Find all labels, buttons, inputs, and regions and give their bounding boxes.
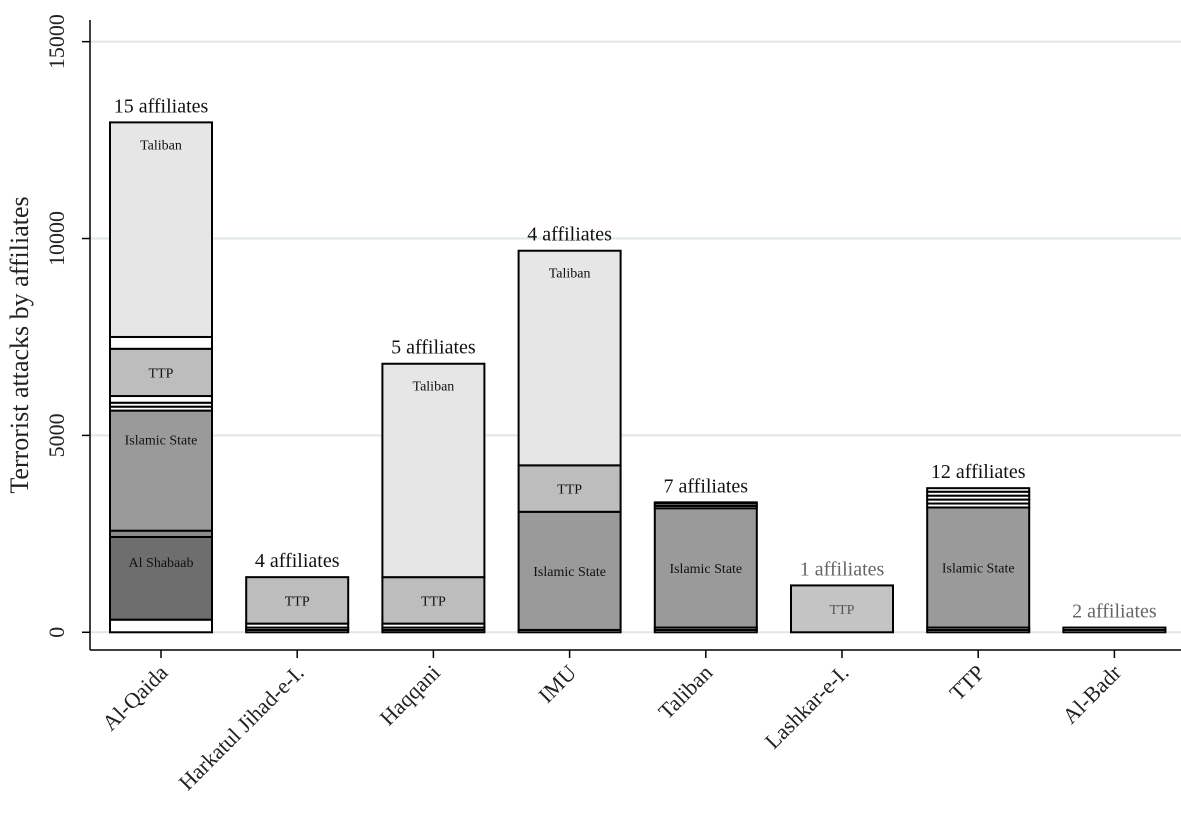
x-tick-label: Al-Qaida — [97, 660, 173, 736]
x-tick-label: Al-Badr — [1057, 659, 1126, 728]
x-tick-label: Haqqani — [375, 660, 445, 730]
bar-segment — [517, 464, 622, 513]
x-tick-label: Harkatul Jihad-e-I. — [174, 660, 309, 795]
segment-label: Taliban — [140, 138, 182, 153]
bar-segment — [109, 618, 213, 634]
bar-segment — [109, 121, 213, 338]
bar-segment — [109, 409, 213, 532]
bar-segment — [109, 335, 213, 350]
affiliate-count-label: 12 affiliates — [931, 461, 1026, 483]
segment-label: Islamic State — [533, 565, 606, 580]
y-tick-label: 0 — [44, 627, 69, 638]
affiliate-count-label: 2 affiliates — [1072, 601, 1157, 623]
bar-stack — [245, 576, 350, 634]
segment-label: Islamic State — [125, 434, 198, 449]
bar-segment — [381, 362, 486, 579]
bar-segment — [926, 487, 1031, 493]
segment-label: Islamic State — [942, 562, 1015, 577]
affiliate-count-label: 5 affiliates — [391, 337, 476, 359]
bar-segment — [381, 576, 486, 625]
bar-stack — [109, 121, 213, 634]
bar-segment — [653, 507, 758, 629]
segment-label: Taliban — [413, 380, 455, 395]
bar-stack — [790, 584, 894, 634]
y-tick-label: 15000 — [44, 14, 69, 69]
x-tick-label: Taliban — [653, 660, 717, 724]
y-axis-title: Terrorist attacks by affiliates — [5, 196, 34, 493]
bar-segment — [109, 535, 213, 621]
bar-segment — [517, 510, 622, 631]
bar-segment — [517, 249, 622, 467]
bar-segment — [245, 576, 350, 625]
y-tick-label: 5000 — [44, 413, 69, 457]
y-tick-label: 10000 — [44, 211, 69, 266]
bar-stack — [517, 249, 622, 634]
bar-segment — [1062, 626, 1167, 631]
segment-label: TTP — [830, 603, 855, 618]
segment-label: TTP — [149, 366, 174, 381]
affiliate-count-label: 7 affiliates — [663, 475, 748, 497]
bar-segment — [109, 395, 213, 404]
affiliate-count-label: 4 affiliates — [255, 550, 340, 572]
x-tick-label: Lashkar-e-I. — [760, 660, 854, 754]
bar-labels: Al Shabaab Islamic State TTP Taliban 15 affi… — [114, 95, 1157, 622]
x-tick-label: IMU — [533, 660, 581, 708]
bar-stack — [926, 487, 1031, 634]
segment-label: Islamic State — [669, 562, 742, 577]
segment-label: TTP — [557, 483, 582, 498]
affiliate-count-label: 4 affiliates — [527, 224, 612, 246]
bar-stack — [381, 362, 486, 634]
segment-label: Taliban — [549, 267, 591, 282]
segment-label: TTP — [421, 594, 446, 609]
x-tick-label: TTP — [944, 660, 989, 705]
segment-label: TTP — [285, 594, 310, 609]
bars — [109, 121, 1167, 634]
segment-label: Al Shabaab — [129, 556, 194, 571]
bar-segment — [790, 584, 894, 634]
affiliate-count-label: 15 affiliates — [114, 95, 209, 117]
bar-stack — [1062, 626, 1167, 634]
bar-segment — [653, 501, 758, 505]
bar-stack — [653, 501, 758, 634]
affiliate-count-label: 1 affiliates — [800, 558, 885, 580]
bar-segment — [926, 506, 1031, 629]
